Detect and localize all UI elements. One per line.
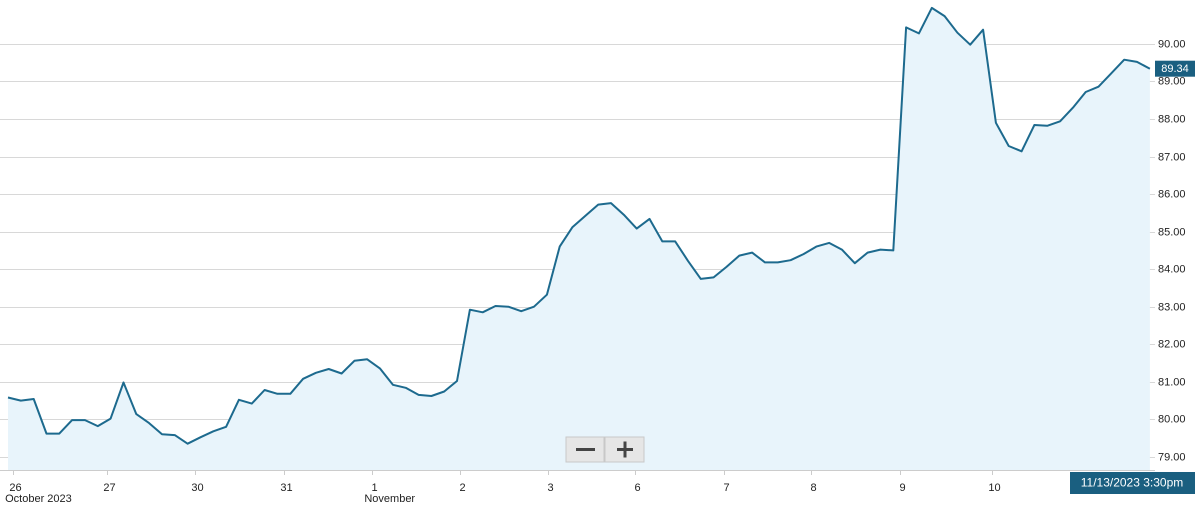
- y-tick-label: 81.00: [1158, 376, 1186, 388]
- x-tick-label: 10: [988, 482, 1000, 494]
- x-tick-label: 2: [459, 482, 465, 494]
- x-tick-label: 9: [899, 482, 905, 494]
- y-tick-label: 82.00: [1158, 338, 1186, 350]
- y-tick-label: 86.00: [1158, 188, 1186, 200]
- area: [8, 7, 1150, 471]
- y-tick-label: 88.00: [1158, 113, 1186, 125]
- x-sublabel: November: [364, 493, 415, 505]
- line: [7, 6, 1151, 445]
- x-sublabel: October 2023: [5, 493, 72, 505]
- zoom-controls: [565, 436, 645, 463]
- zoom-in-button[interactable]: [604, 436, 645, 463]
- last-date: 11/13/2023 3:30pm: [1081, 476, 1184, 490]
- y-tick-label: 85.00: [1158, 226, 1186, 238]
- x-tick-label: 6: [634, 482, 640, 494]
- x-tick-label: 31: [280, 482, 292, 494]
- y-tick-label: 87.00: [1158, 151, 1186, 163]
- date-box: [1070, 472, 1195, 494]
- y-tick-label: 83.00: [1158, 301, 1186, 313]
- x-tick-label: 30: [191, 482, 203, 494]
- y-tick-label: 84.00: [1158, 263, 1186, 275]
- labels: 79.00 80.00 81.00 82.00 83.00 84.00 85.00 86.00…: [5, 38, 1185, 505]
- x-tick-label: 26: [9, 482, 21, 494]
- last-value-box: [1155, 60, 1195, 77]
- x-tick-label: 3: [547, 482, 553, 494]
- y-tick-label: 79.00: [1158, 451, 1186, 463]
- x-tick-label: 27: [103, 482, 115, 494]
- x-tick-label: 1: [371, 482, 377, 494]
- x-tick-label: 8: [810, 482, 816, 494]
- last-value: 89.34: [1161, 63, 1189, 75]
- plot: [7, 6, 1151, 471]
- y-tick-label: 90.00: [1158, 38, 1186, 50]
- y-tick-label: 89.00: [1158, 75, 1186, 87]
- y-tick-label: 80.00: [1158, 413, 1186, 425]
- x-tick-label: 7: [723, 482, 729, 494]
